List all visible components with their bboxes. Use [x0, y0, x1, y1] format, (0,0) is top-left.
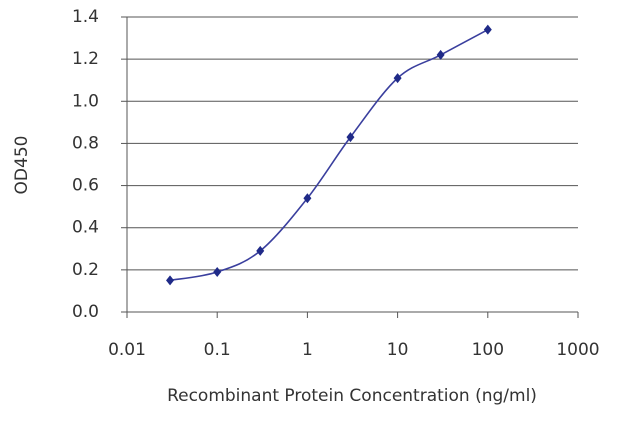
data-point: [393, 73, 402, 84]
x-axis-label: Recombinant Protein Concentration (ng/ml…: [167, 386, 537, 406]
y-tick-label: 1.0: [72, 91, 99, 111]
x-tick-label: 1: [302, 340, 313, 360]
data-point: [166, 275, 175, 286]
y-tick-label: 0.4: [72, 218, 99, 238]
x-tick-label: 0.01: [108, 340, 146, 360]
y-tick-label: 0.8: [72, 133, 99, 153]
data-line: [169, 28, 489, 282]
data-point: [303, 193, 312, 204]
y-tick-label: 1.4: [72, 7, 99, 27]
x-tick-label: 0.1: [204, 340, 231, 360]
y-axis-label: OD450: [12, 136, 32, 195]
x-tick-label: 100: [472, 340, 504, 360]
data-point: [346, 132, 355, 143]
y-tick-label: 0.0: [72, 302, 99, 322]
x-tick-label: 10: [387, 340, 409, 360]
data-point: [483, 24, 492, 35]
y-tick-label: 0.2: [72, 260, 99, 280]
y-tick-label: 1.2: [72, 49, 99, 69]
data-point: [256, 245, 265, 256]
data-point: [436, 49, 445, 60]
y-tick-label: 0.6: [72, 176, 99, 196]
x-tick-label: 1000: [556, 340, 599, 360]
data-point: [213, 266, 222, 277]
